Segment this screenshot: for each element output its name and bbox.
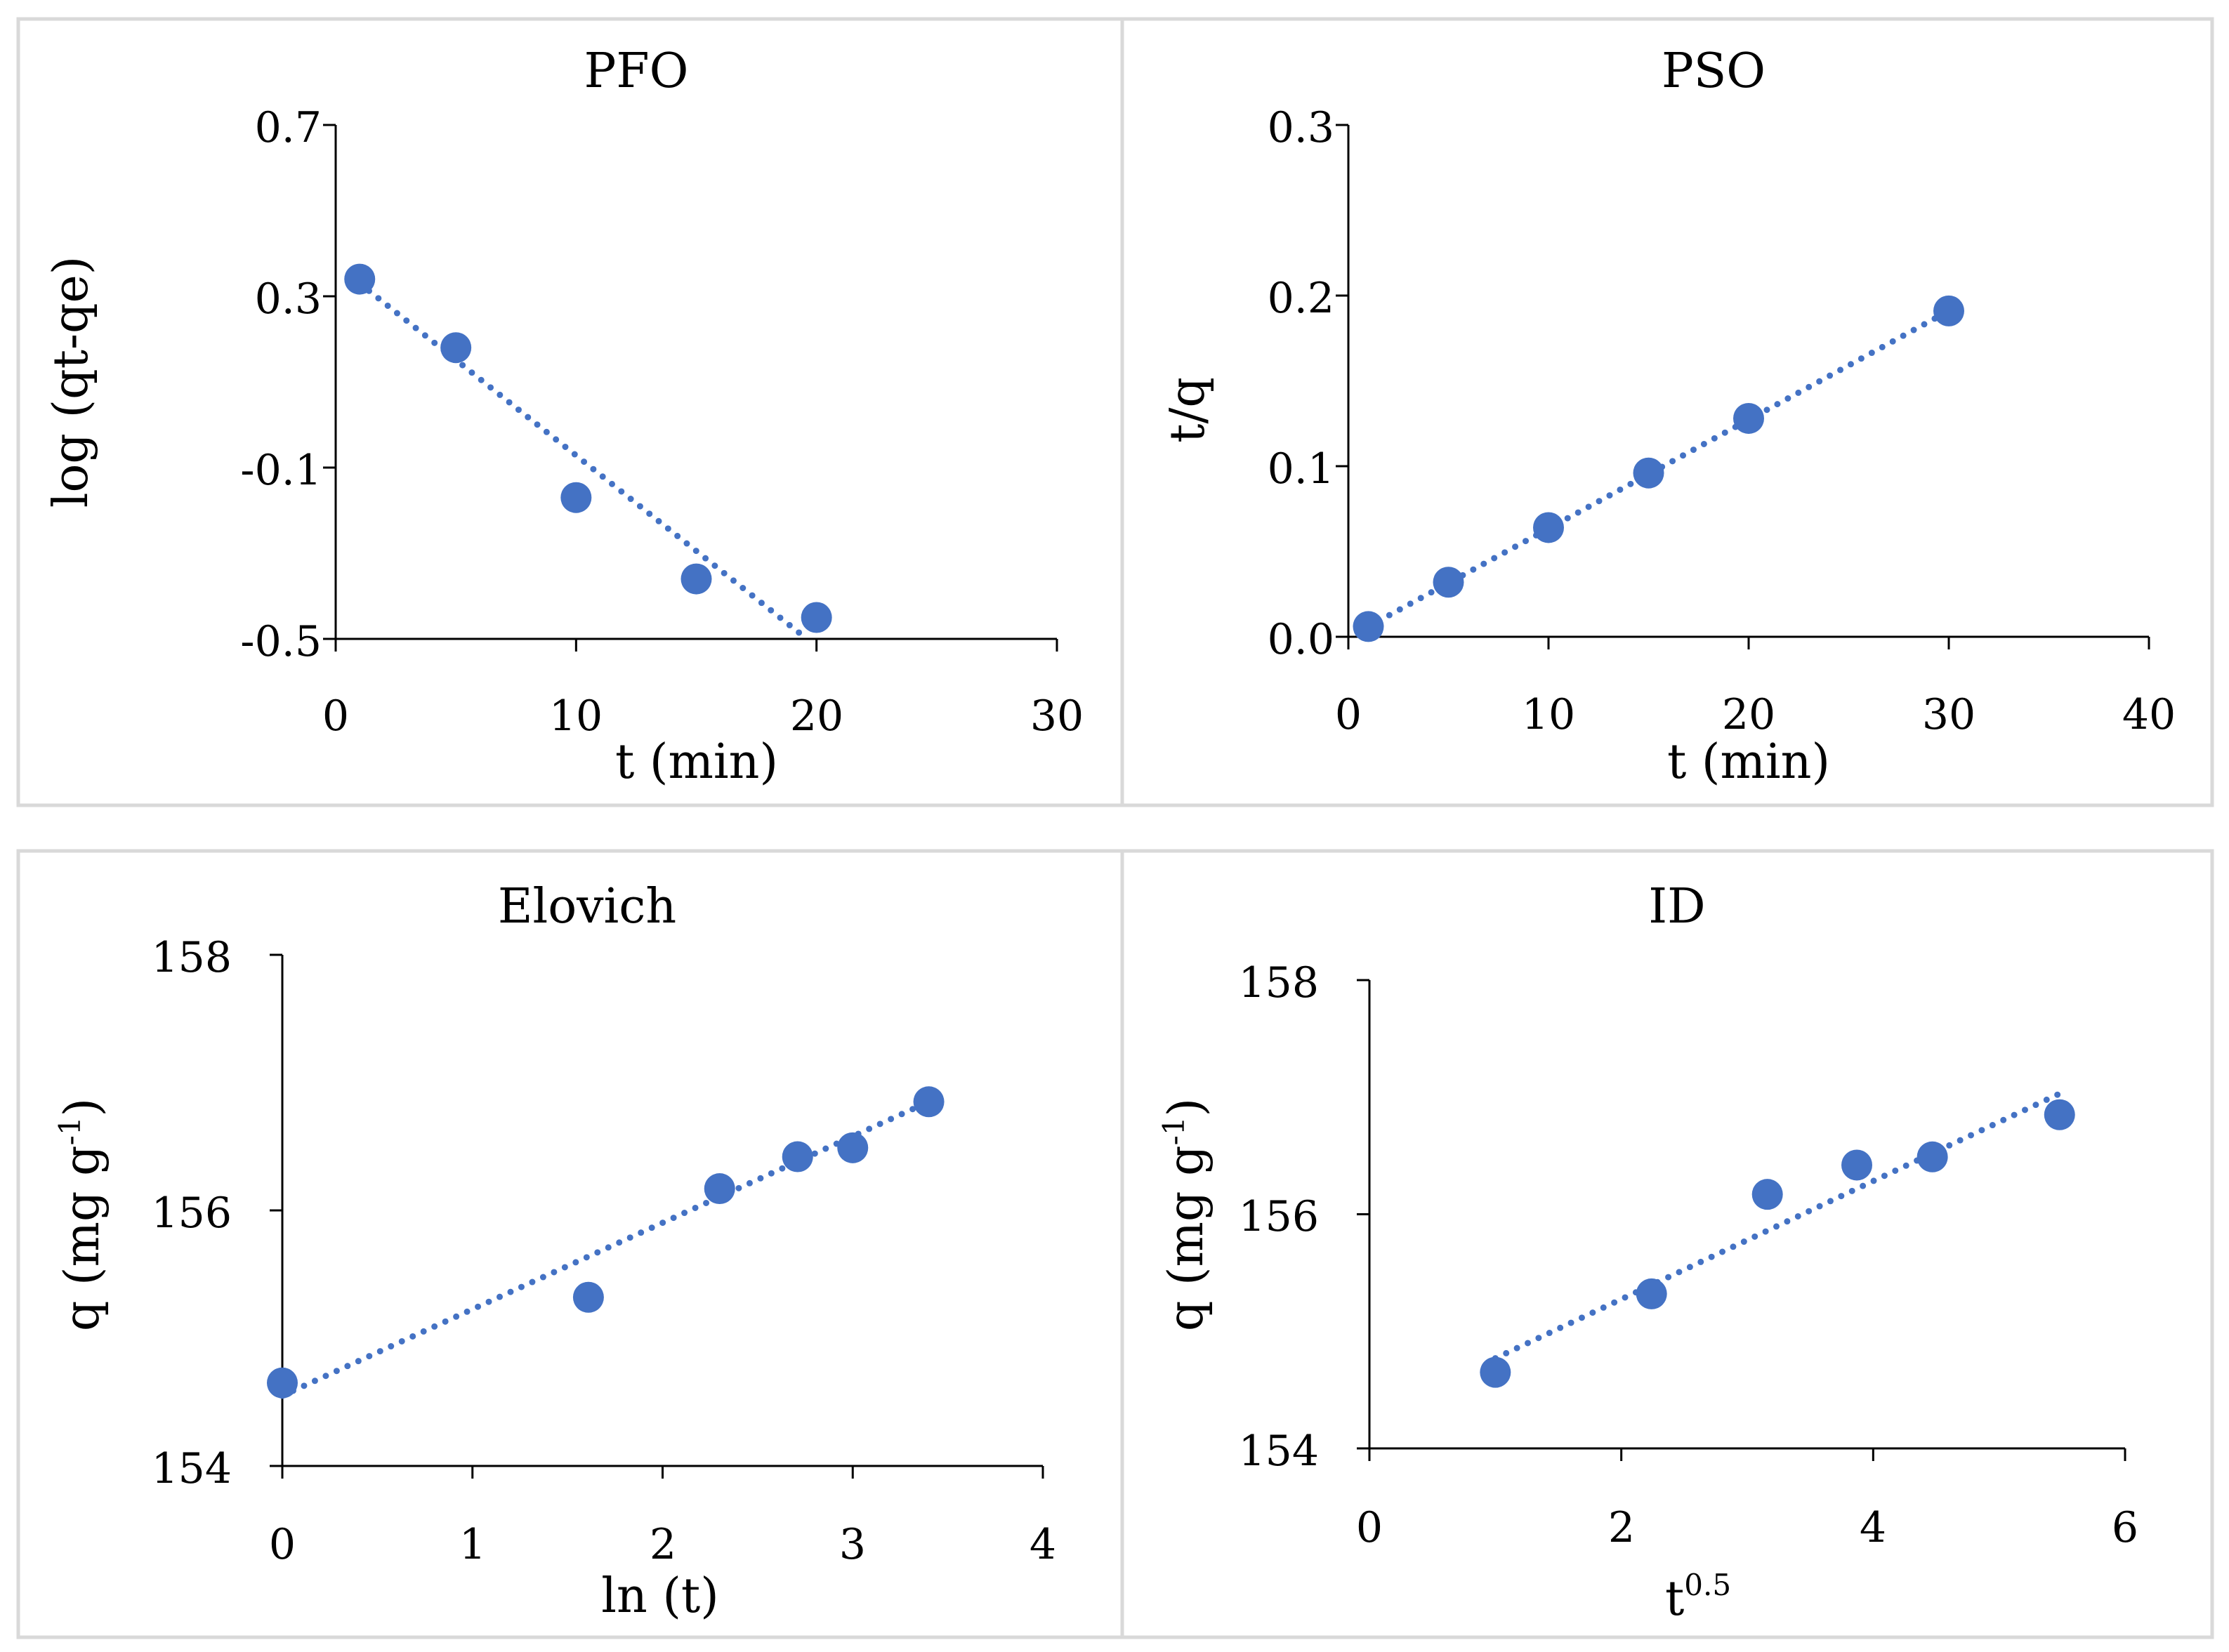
- y-axis-label-sup: -1: [1157, 1116, 1191, 1145]
- trendline: [1365, 308, 1952, 630]
- x-tick-label: 20: [790, 692, 843, 741]
- chart-title: Elovich: [498, 879, 676, 934]
- x-tick-label: 10: [549, 692, 603, 741]
- data-point: [344, 263, 376, 295]
- x-tick-label: 6: [2112, 1503, 2138, 1552]
- x-axis-label: t (min): [1667, 734, 1830, 790]
- x-tick-label: 0: [1356, 1503, 1383, 1552]
- trendline: [356, 280, 810, 642]
- data-point: [782, 1141, 813, 1172]
- chart-title: PFO: [584, 44, 689, 99]
- chart-pfo: PFO 0.7 0.3 -0.1 -0.5 0 10 20 30 t (min)…: [44, 44, 1084, 790]
- y-tick-label: 0.3: [255, 275, 322, 324]
- panel-frame-id: [1120, 849, 2214, 1639]
- data-point: [1916, 1141, 1948, 1172]
- x-tick-label: 40: [2122, 690, 2176, 739]
- plot-area: [1336, 124, 2150, 649]
- y-tick-labels: 0.3 0.2 0.1 0.0: [1268, 103, 1334, 664]
- y-axis-label: t/q: [1160, 377, 1216, 443]
- y-tick-label: 158: [1238, 958, 1319, 1007]
- y-tick-label: 154: [1238, 1427, 1319, 1476]
- x-tick-labels: 0 1 2 3 4: [269, 1520, 1056, 1569]
- data-point: [1353, 611, 1384, 642]
- plot-area: [267, 953, 1044, 1479]
- data-point: [267, 1367, 298, 1399]
- y-axis-label: log (qt-qe): [44, 256, 99, 508]
- y-axis-label-main: q (mg g: [55, 1145, 110, 1331]
- data-point: [1636, 1278, 1667, 1309]
- y-axis-label-tail: ): [55, 1098, 110, 1117]
- x-axis-label: t (min): [615, 734, 778, 790]
- data-point: [1751, 1179, 1783, 1210]
- x-axis-label: ln (t): [601, 1568, 719, 1624]
- data-point: [1480, 1356, 1511, 1388]
- y-tick-labels: 158 156 154: [1238, 958, 1319, 1476]
- y-axis-label: q (mg g-1): [53, 1098, 110, 1331]
- data-point: [572, 1281, 604, 1313]
- x-tick-labels: 0 2 4 6: [1356, 1503, 2138, 1552]
- data-point: [560, 482, 592, 513]
- y-tick-label: 0.1: [1268, 444, 1334, 494]
- x-tick-label: 0: [269, 1520, 296, 1569]
- x-tick-label: 3: [839, 1520, 866, 1569]
- x-tick-labels: 0 10 20 30 40: [1335, 690, 2176, 739]
- y-tick-label: 154: [151, 1444, 232, 1493]
- data-point: [837, 1132, 869, 1163]
- x-axis-label-main: t: [1665, 1571, 1684, 1627]
- x-tick-labels: 0 10 20 30: [322, 692, 1084, 741]
- y-tick-label: 0.7: [255, 103, 322, 152]
- panel-frame-pso: [1120, 17, 2214, 807]
- chart-pso: PSO 0.3 0.2 0.1 0.0 0 10 20 30 40 t (min…: [1160, 44, 2176, 790]
- panel-frame-pfo: [16, 17, 1124, 807]
- y-tick-labels: 158 156 154: [151, 933, 232, 1493]
- y-tick-labels: 0.7 0.3 -0.1 -0.5: [240, 103, 322, 666]
- y-axis-label-main: q (mg g: [1159, 1145, 1214, 1331]
- x-tick-label: 4: [1030, 1520, 1056, 1569]
- x-tick-label: 20: [1722, 690, 1775, 739]
- x-tick-label: 30: [1030, 692, 1084, 741]
- trendline: [1492, 1090, 2063, 1362]
- x-tick-label: 0: [322, 692, 349, 741]
- x-tick-label: 30: [1922, 690, 1975, 739]
- data-point: [680, 563, 712, 595]
- data-point: [1933, 295, 1964, 326]
- data-point: [1633, 457, 1664, 489]
- chart-id: ID 158 156 154 0 2 4 6 t0.5 q (mg g-1): [1157, 879, 2138, 1627]
- data-point: [801, 602, 832, 633]
- y-tick-label: -0.5: [240, 617, 322, 666]
- x-axis-label-sup: 0.5: [1684, 1568, 1731, 1602]
- y-tick-label: 0.3: [1268, 103, 1334, 152]
- chart-elovich: Elovich 158 156 154 0 1 2 3 4 ln (t) q (…: [53, 879, 1056, 1624]
- chart-title: ID: [1648, 879, 1705, 934]
- data-point: [704, 1173, 735, 1205]
- x-tick-label: 0: [1335, 690, 1362, 739]
- x-tick-label: 1: [459, 1520, 486, 1569]
- y-tick-label: -0.1: [240, 446, 322, 495]
- x-axis-label: t0.5: [1665, 1568, 1731, 1627]
- y-tick-label: 156: [151, 1189, 232, 1238]
- x-tick-label: 2: [650, 1520, 676, 1569]
- plot-area: [1357, 979, 2126, 1461]
- data-point: [1433, 567, 1464, 598]
- y-tick-label: 0.0: [1268, 615, 1334, 664]
- y-axis-label-tail: ): [1159, 1098, 1214, 1117]
- y-axis-label: q (mg g-1): [1157, 1098, 1214, 1331]
- y-tick-label: 156: [1238, 1192, 1319, 1241]
- x-tick-label: 4: [1860, 1503, 1886, 1552]
- data-point: [1841, 1149, 1873, 1181]
- y-tick-label: 0.2: [1268, 274, 1334, 323]
- y-tick-label: 158: [151, 933, 232, 982]
- chart-title: PSO: [1662, 44, 1766, 99]
- y-axis-label-sup: -1: [53, 1116, 87, 1145]
- plot-area: [323, 124, 1058, 652]
- x-tick-label: 2: [1608, 1503, 1635, 1552]
- x-tick-label: 10: [1522, 690, 1575, 739]
- data-point: [1533, 512, 1564, 543]
- data-point: [440, 332, 472, 364]
- data-point: [1733, 402, 1764, 434]
- data-point: [2044, 1099, 2075, 1130]
- data-point: [913, 1086, 945, 1118]
- trendline: [279, 1098, 933, 1399]
